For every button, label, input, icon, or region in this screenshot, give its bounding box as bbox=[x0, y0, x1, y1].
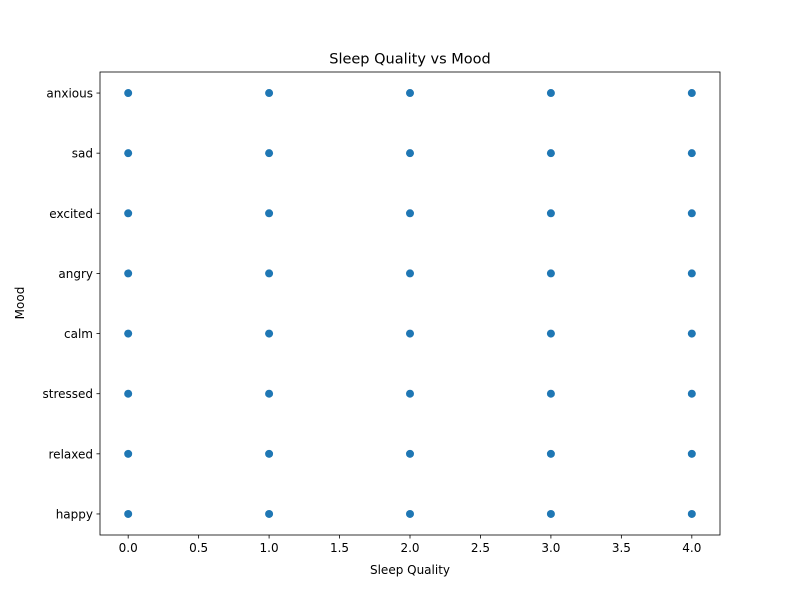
y-tick-label: calm bbox=[64, 327, 93, 341]
data-point bbox=[687, 89, 696, 98]
chart-title: Sleep Quality vs Mood bbox=[329, 52, 491, 68]
data-point bbox=[124, 149, 133, 158]
data-points bbox=[124, 89, 696, 518]
y-tick-label: happy bbox=[56, 507, 93, 521]
data-point bbox=[406, 149, 414, 158]
data-point bbox=[406, 209, 414, 218]
data-point bbox=[124, 209, 133, 218]
x-tick-label: 4.0 bbox=[682, 541, 701, 555]
data-point bbox=[687, 509, 696, 518]
y-tick-label: sad bbox=[72, 147, 93, 161]
y-axis-label: Mood bbox=[13, 287, 27, 320]
x-axis: 0.0 0.5 1.0 1.5 2.0 2.5 3.0 3.5 4.0 bbox=[119, 535, 701, 555]
data-point bbox=[124, 269, 133, 278]
x-tick-label: 2.0 bbox=[400, 541, 419, 555]
data-point bbox=[546, 389, 555, 398]
data-point bbox=[124, 329, 133, 338]
data-point bbox=[546, 509, 555, 518]
y-tick-label: angry bbox=[58, 267, 93, 281]
data-point bbox=[406, 389, 414, 398]
data-point bbox=[406, 89, 414, 98]
data-point bbox=[546, 89, 555, 98]
data-point bbox=[687, 149, 696, 158]
x-tick-label: 1.5 bbox=[330, 541, 349, 555]
data-point bbox=[546, 449, 555, 458]
data-point bbox=[265, 389, 274, 398]
data-point bbox=[687, 389, 696, 398]
data-point bbox=[406, 329, 414, 338]
data-point bbox=[265, 209, 274, 218]
data-point bbox=[265, 89, 274, 98]
data-point bbox=[406, 449, 414, 458]
x-tick-label: 2.5 bbox=[471, 541, 490, 555]
data-point bbox=[546, 329, 555, 338]
data-point bbox=[687, 269, 696, 278]
data-point bbox=[265, 509, 274, 518]
y-tick-label: relaxed bbox=[49, 447, 93, 461]
y-tick-label: anxious bbox=[46, 87, 93, 101]
x-tick-label: 3.5 bbox=[612, 541, 631, 555]
data-point bbox=[406, 509, 414, 518]
data-point bbox=[687, 209, 696, 218]
data-point bbox=[265, 269, 274, 278]
y-tick-label: stressed bbox=[42, 387, 93, 401]
data-point bbox=[265, 329, 274, 338]
data-point bbox=[687, 449, 696, 458]
data-point bbox=[265, 449, 274, 458]
data-point bbox=[406, 269, 414, 278]
data-point bbox=[124, 389, 133, 398]
data-point bbox=[265, 149, 274, 158]
data-point bbox=[124, 509, 133, 518]
x-tick-label: 0.5 bbox=[189, 541, 208, 555]
y-tick-label: excited bbox=[49, 207, 93, 221]
x-axis-label: Sleep Quality bbox=[370, 563, 450, 577]
data-point bbox=[687, 329, 696, 338]
data-point bbox=[546, 149, 555, 158]
x-tick-label: 3.0 bbox=[541, 541, 560, 555]
x-tick-label: 0.0 bbox=[119, 541, 138, 555]
y-axis: happy relaxed stressed calm angry excited sad a… bbox=[42, 87, 100, 521]
data-point bbox=[124, 449, 133, 458]
x-tick-label: 1.0 bbox=[260, 541, 279, 555]
data-point bbox=[546, 269, 555, 278]
data-point bbox=[546, 209, 555, 218]
data-point bbox=[124, 89, 133, 98]
